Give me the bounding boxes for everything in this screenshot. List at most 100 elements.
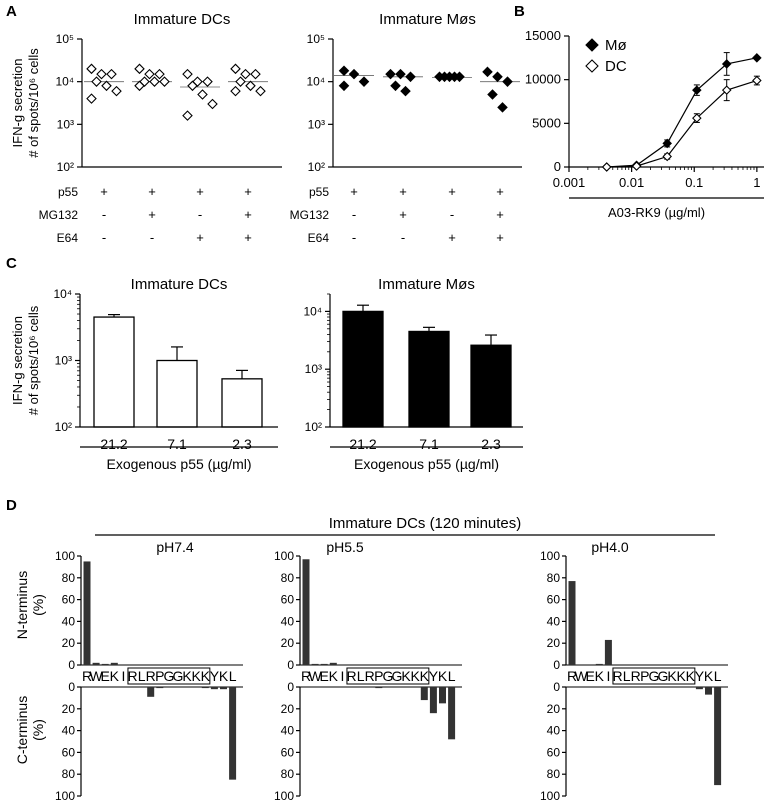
data-point <box>207 98 218 110</box>
y-tick-label: 20 <box>281 702 295 716</box>
y-tick-label: 0 <box>287 658 294 672</box>
data-point <box>692 113 702 123</box>
y-tick-label: 100 <box>540 549 560 563</box>
sequence-residue: K <box>677 668 687 684</box>
y-tick-label: 40 <box>281 724 295 738</box>
data-point <box>482 66 493 78</box>
condition-row-label: MG132 <box>290 208 330 222</box>
data-point <box>154 68 165 80</box>
x-axis-label: Exogenous p55 (µg/ml) <box>354 456 499 472</box>
y-tick-label: 10³ <box>308 117 325 131</box>
data-point <box>134 80 145 92</box>
data-point <box>230 63 241 75</box>
n-terminus-bar <box>320 663 328 665</box>
y-tick-label: 80 <box>547 571 561 585</box>
sequence-residue: L <box>714 668 722 684</box>
sequence-residue: K <box>219 668 229 684</box>
sequence-residue: R <box>82 668 92 684</box>
n-terminus-bar <box>110 662 118 665</box>
legend-marker <box>585 59 599 73</box>
y-tick-label: 10² <box>305 420 322 434</box>
sequence-residue: P <box>374 668 383 684</box>
chart-title: Immature DCs (120 minutes) <box>329 515 522 532</box>
c-terminus-bar <box>714 687 722 786</box>
c-terminus-bar <box>448 687 456 740</box>
sequence-residue: R <box>365 668 375 684</box>
sequence-residue: W <box>89 668 103 684</box>
sequence-residue: G <box>658 668 669 684</box>
sequence-residue: I <box>606 668 610 684</box>
x-tick-label: 0.01 <box>619 175 644 190</box>
c-terminus-bar <box>420 687 428 701</box>
y-axis-label: # of spots/10⁶ cells <box>26 48 41 158</box>
condition-row-label: p55 <box>309 185 329 199</box>
boxed-core-sequence <box>127 667 211 685</box>
n-terminus-bar <box>101 663 109 665</box>
y-tick-label: 0 <box>554 159 561 174</box>
sequence-residue: G <box>163 668 174 684</box>
sequence-residue: Y <box>695 668 705 684</box>
data-point <box>338 80 350 92</box>
n-terminus-bar <box>302 559 310 665</box>
y-axis-label: C-terminus <box>14 696 30 764</box>
y-tick-label: 20 <box>281 636 295 650</box>
sequence-residue: G <box>648 668 659 684</box>
bar <box>408 330 450 428</box>
data-point <box>400 85 411 97</box>
sequence-residue: K <box>110 668 120 684</box>
sequence-residue: G <box>392 668 403 684</box>
c-terminus-bar <box>147 687 155 697</box>
data-point <box>255 85 266 97</box>
bar <box>156 359 198 428</box>
data-point <box>230 85 241 97</box>
condition-sign: + <box>496 207 504 222</box>
y-tick-label: 10³ <box>305 362 322 376</box>
data-point <box>192 76 203 87</box>
y-axis-label: IFN-g secretion <box>10 59 25 148</box>
sequence-residue: P <box>640 668 649 684</box>
sequence-residue: L <box>138 668 146 684</box>
condition-sign: + <box>148 207 156 222</box>
condition-sign: + <box>350 184 358 199</box>
condition-sign: + <box>448 184 456 199</box>
data-point <box>235 76 246 87</box>
sequence-residue: E <box>320 668 329 684</box>
sequence-residue: K <box>595 668 605 684</box>
sequence-residue: K <box>667 668 677 684</box>
y-tick-label: 40 <box>62 614 76 628</box>
data-point <box>390 80 401 92</box>
y-tick-label: 10³ <box>57 117 74 131</box>
data-point <box>86 93 97 104</box>
condition-sign: + <box>244 184 252 199</box>
n-terminus-bar <box>311 663 319 665</box>
y-tick-label: 80 <box>547 767 561 781</box>
sequence-residue: L <box>623 668 631 684</box>
sequence-residue: K <box>182 668 192 684</box>
y-tick-label: 10² <box>57 160 74 174</box>
subpanel-title: pH4.0 <box>591 539 629 555</box>
condition-sign: + <box>399 207 407 222</box>
data-point <box>692 85 702 95</box>
sequence-residue: K <box>686 668 696 684</box>
data-point <box>86 63 97 75</box>
sequence-residue: E <box>586 668 595 684</box>
condition-sign: + <box>496 230 504 245</box>
x-tick-label: 0.1 <box>685 175 703 190</box>
sequence-residue: R <box>146 668 156 684</box>
y-tick-label: 100 <box>540 789 560 800</box>
condition-sign: - <box>102 207 106 222</box>
x-tick-label: 2.3 <box>232 436 252 452</box>
c-terminus-bar <box>220 687 227 690</box>
bar <box>470 344 512 428</box>
data-point <box>395 68 406 80</box>
data-point <box>492 71 503 83</box>
data-point <box>721 59 732 69</box>
legend-label: DC <box>605 58 627 75</box>
y-tick-label: 10³ <box>55 354 72 368</box>
data-point <box>662 138 672 149</box>
sequence-residue: K <box>704 668 714 684</box>
data-point <box>487 89 498 100</box>
c-terminus-bar <box>439 687 446 704</box>
sequence-residue: Y <box>210 668 220 684</box>
